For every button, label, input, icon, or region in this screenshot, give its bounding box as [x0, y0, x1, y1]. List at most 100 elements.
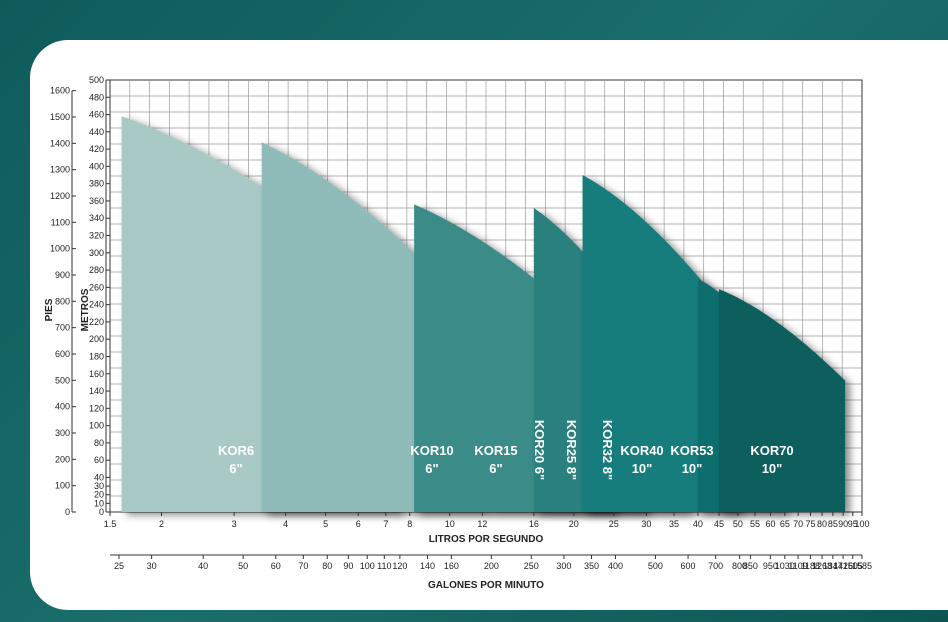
meters-tick-label: 340: [89, 213, 104, 223]
meters-tick-label: 40: [94, 472, 104, 482]
feet-tick-label: 700: [55, 323, 70, 333]
feet-tick-label: 800: [55, 296, 70, 306]
meters-tick-label: 480: [89, 92, 104, 102]
feet-tick-label: 1200: [50, 191, 70, 201]
gpm-tick-label: 800: [732, 561, 747, 571]
feet-tick-label: 500: [55, 375, 70, 385]
meters-tick-label: 220: [89, 317, 104, 327]
lps-tick-label: 75: [805, 519, 815, 529]
gpm-tick-label: 250: [524, 561, 539, 571]
lps-tick-label: 7: [383, 519, 388, 529]
meters-tick-label: 460: [89, 110, 104, 120]
gpm-tick-label: 80: [322, 561, 332, 571]
gpm-tick-label: 1030: [775, 561, 795, 571]
lps-tick-label: 95: [848, 519, 858, 529]
gpm-axis-title: GALONES POR MINUTO: [428, 580, 544, 591]
region-label-kor40: KOR40: [620, 443, 663, 458]
meters-tick-label: 260: [89, 282, 104, 292]
meters-tick-label: 80: [94, 438, 104, 448]
meters-tick-label: 100: [89, 421, 104, 431]
gpm-tick-label: 25: [114, 561, 124, 571]
gpm-tick-label: 60: [271, 561, 281, 571]
meters-tick-label: 200: [89, 334, 104, 344]
feet-tick-label: 1500: [50, 112, 70, 122]
meters-tick-label: 440: [89, 127, 104, 137]
lps-tick-label: 50: [733, 519, 743, 529]
region-size-kor10: 6": [425, 461, 438, 476]
lps-tick-label: 40: [693, 519, 703, 529]
meters-tick-label: 60: [94, 455, 104, 465]
lps-tick-label: 30: [641, 519, 651, 529]
meters-tick-label: 160: [89, 369, 104, 379]
region-size-kor70: 10": [762, 461, 783, 476]
region-kor70: [719, 289, 846, 512]
lps-tick-label: 12: [477, 519, 487, 529]
lps-tick-label: 90: [838, 519, 848, 529]
lps-tick-label: 35: [669, 519, 679, 529]
region-label-kor15: KOR15: [474, 443, 517, 458]
feet-axis-title: PIES: [44, 298, 55, 321]
lps-tick-label: 2: [159, 519, 164, 529]
feet-tick-label: 1400: [50, 138, 70, 148]
gpm-tick-label: 140: [420, 561, 435, 571]
lps-tick-label: 85: [828, 519, 838, 529]
gpm-tick-label: 1426: [833, 561, 853, 571]
feet-tick-label: 0: [65, 507, 70, 517]
feet-tick-label: 1100: [51, 217, 70, 227]
region-label-kor53: KOR53: [670, 443, 713, 458]
feet-tick-label: 100: [55, 481, 70, 491]
region-label-kor20: KOR20 6": [532, 420, 547, 480]
meters-tick-label: 280: [89, 265, 104, 275]
gpm-tick-label: 350: [584, 561, 599, 571]
meters-tick-label: 120: [89, 403, 104, 413]
lps-tick-label: 3: [232, 519, 237, 529]
feet-tick-label: 900: [55, 270, 70, 280]
meters-tick-label: 0: [99, 507, 104, 517]
gpm-tick-label: 90: [343, 561, 353, 571]
feet-tick-label: 300: [55, 428, 70, 438]
region-size-kor40: 10": [632, 461, 653, 476]
lps-axis-title: LITROS POR SEGUNDO: [429, 534, 544, 545]
meters-axis-title: METROS: [80, 288, 91, 331]
lps-tick-label: 60: [766, 519, 776, 529]
meters-tick-label: 180: [89, 351, 104, 361]
lps-tick-label: 25: [609, 519, 619, 529]
feet-tick-label: 1300: [50, 165, 70, 175]
meters-tick-label: 140: [89, 386, 104, 396]
lps-tick-label: 45: [714, 519, 724, 529]
meters-tick-label: 10: [94, 498, 104, 508]
meters-tick-label: 320: [89, 231, 104, 241]
gpm-tick-label: 850: [743, 561, 758, 571]
gpm-tick-label: 1188: [801, 561, 820, 571]
lps-tick-label: 16: [529, 519, 539, 529]
lps-tick-label: 6: [356, 519, 361, 529]
gpm-tick-label: 300: [556, 561, 571, 571]
meters-tick-label: 300: [89, 248, 104, 258]
gpm-tick-label: 40: [198, 561, 208, 571]
gpm-tick-label: 110: [377, 561, 391, 571]
gpm-tick-label: 400: [608, 561, 623, 571]
gpm-tick-label: 600: [681, 561, 696, 571]
gpm-tick-label: 1585: [852, 561, 872, 571]
region-label-kor25: KOR25 8": [564, 420, 579, 480]
lps-tick-label: 100: [854, 519, 869, 529]
meters-tick-label: 420: [89, 144, 104, 154]
lps-tick-label: 20: [569, 519, 579, 529]
gpm-tick-label: 120: [392, 561, 407, 571]
lps-tick-label: 1.5: [104, 519, 117, 529]
region-size-kor53: 10": [682, 461, 703, 476]
lps-tick-label: 70: [793, 519, 803, 529]
meters-tick-label: 380: [89, 179, 104, 189]
feet-tick-label: 400: [55, 402, 70, 412]
lps-tick-label: 55: [750, 519, 760, 529]
gpm-tick-label: 1268: [812, 561, 832, 571]
meters-tick-label: 20: [94, 490, 104, 500]
region-size-kor6: 6": [229, 461, 242, 476]
lps-tick-label: 5: [323, 519, 328, 529]
feet-tick-label: 1000: [50, 244, 70, 254]
lps-tick-label: 65: [780, 519, 790, 529]
feet-tick-label: 600: [55, 349, 70, 359]
gpm-tick-label: 70: [298, 561, 308, 571]
gpm-tick-label: 100: [360, 561, 375, 571]
